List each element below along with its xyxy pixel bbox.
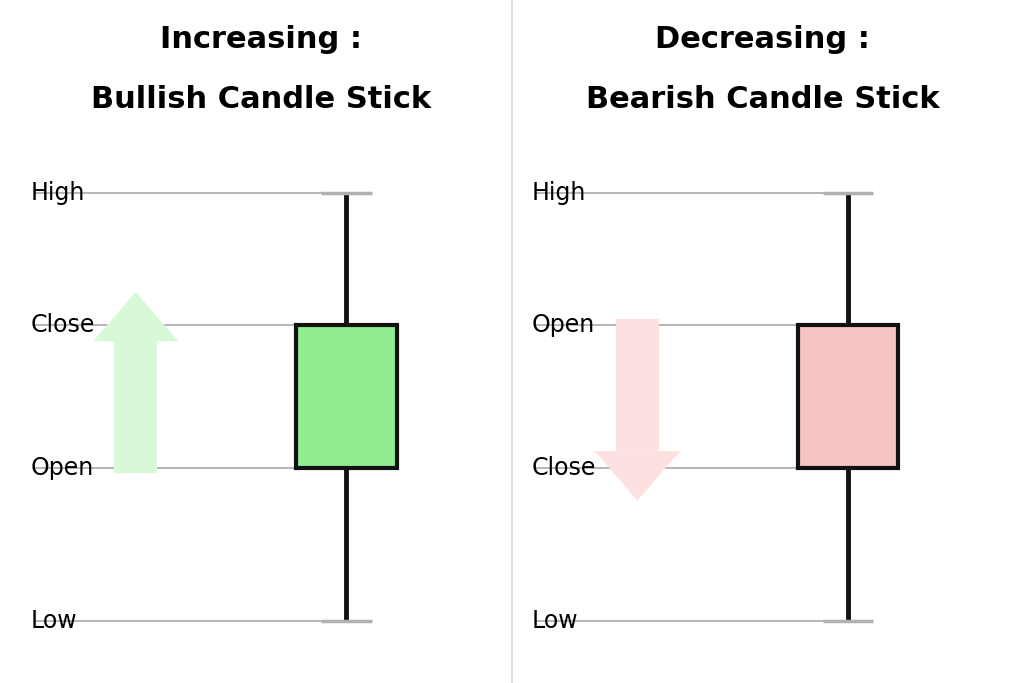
Text: Bearish Candle Stick: Bearish Candle Stick: [586, 85, 940, 114]
Polygon shape: [93, 292, 178, 342]
Bar: [296, 325, 396, 468]
Text: Bullish Candle Stick: Bullish Candle Stick: [91, 85, 431, 114]
Text: High: High: [31, 181, 85, 205]
Bar: [115, 342, 157, 473]
Text: Open: Open: [31, 456, 93, 479]
Bar: [798, 325, 898, 468]
Text: Close: Close: [532, 456, 596, 479]
Text: Decreasing :: Decreasing :: [655, 25, 870, 54]
Bar: [616, 320, 658, 451]
Text: Increasing :: Increasing :: [160, 25, 362, 54]
Text: Low: Low: [532, 609, 579, 633]
Text: Low: Low: [31, 609, 77, 633]
Text: Close: Close: [31, 313, 94, 337]
Text: High: High: [532, 181, 587, 205]
Text: Open: Open: [532, 313, 595, 337]
Polygon shape: [595, 451, 680, 501]
